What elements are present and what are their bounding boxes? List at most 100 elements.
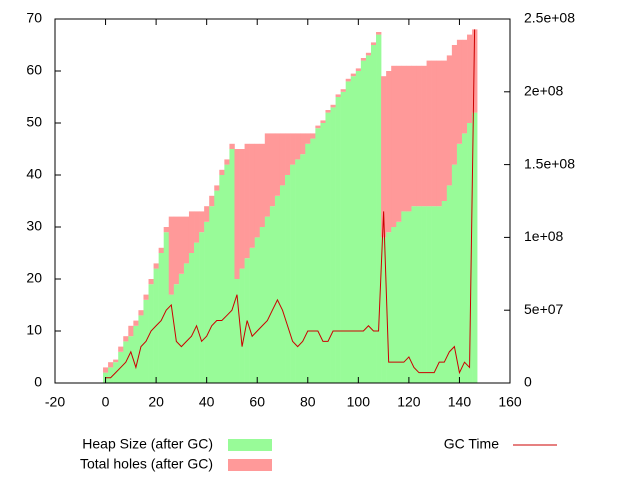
bar	[360, 60, 367, 383]
bar	[133, 325, 139, 383]
y-tick-label: 30	[26, 218, 42, 234]
bar	[123, 336, 129, 342]
x-tick-label: 100	[347, 394, 371, 410]
bar	[158, 247, 164, 253]
bar	[209, 195, 215, 207]
bar	[285, 175, 291, 383]
x-tick-label: 60	[249, 394, 265, 410]
bar	[461, 39, 468, 134]
bar	[456, 39, 463, 144]
bar	[472, 29, 478, 113]
bar	[249, 143, 255, 248]
y2-tick-label: 0	[524, 374, 532, 390]
bar	[229, 143, 235, 149]
x-tick-label: 160	[498, 394, 522, 410]
bar	[194, 242, 200, 383]
y2-tick-label: 1e+08	[524, 228, 564, 244]
bar	[446, 55, 453, 186]
bar	[431, 206, 437, 383]
bar	[224, 164, 230, 383]
bar	[300, 154, 306, 383]
bar	[138, 315, 144, 383]
bar	[188, 253, 195, 383]
bar	[254, 237, 261, 383]
x-tick-label: 20	[148, 394, 164, 410]
bar	[370, 42, 377, 45]
bar	[305, 133, 311, 144]
bar	[305, 143, 311, 383]
bar	[350, 76, 357, 383]
bar	[320, 123, 326, 383]
legend-label: Heap Size (after GC)	[82, 436, 213, 452]
bar	[467, 34, 473, 123]
bar	[183, 263, 190, 383]
bar	[199, 232, 205, 383]
bar	[163, 227, 170, 233]
bar	[264, 133, 271, 217]
bar	[229, 149, 235, 383]
bar	[411, 65, 417, 207]
bar	[118, 346, 124, 352]
bar	[461, 133, 468, 383]
bar	[249, 247, 255, 383]
line	[105, 29, 476, 379]
bar	[204, 221, 210, 383]
bar	[209, 206, 215, 383]
bar	[467, 123, 473, 383]
bar	[128, 325, 134, 337]
bar	[295, 159, 301, 383]
bar	[325, 112, 331, 383]
bar	[244, 143, 250, 259]
bar	[168, 216, 175, 295]
bar	[310, 133, 316, 139]
x-tick-label: -20	[45, 394, 65, 410]
bar	[426, 206, 432, 383]
bar	[381, 76, 387, 238]
bar	[472, 112, 478, 383]
bar	[108, 362, 114, 368]
bar	[355, 71, 362, 383]
bar	[315, 128, 321, 383]
bar	[345, 78, 352, 82]
bar	[178, 273, 185, 383]
bar	[274, 195, 281, 383]
bar	[406, 211, 412, 383]
bar	[416, 65, 422, 207]
bar	[355, 68, 362, 71]
bar	[441, 201, 448, 383]
bar	[401, 65, 407, 212]
bar	[290, 164, 296, 383]
y-tick-label: 70	[26, 10, 42, 26]
bar	[406, 65, 412, 212]
bar	[401, 211, 407, 383]
bar	[183, 216, 190, 264]
bar	[446, 185, 453, 383]
bar	[224, 159, 230, 165]
bar	[138, 310, 144, 316]
bar	[214, 190, 220, 383]
bar	[108, 367, 114, 383]
bar	[391, 227, 397, 383]
bar	[173, 216, 180, 285]
bar	[411, 206, 417, 383]
bar	[315, 125, 321, 129]
bar	[376, 32, 382, 35]
bar	[259, 227, 266, 383]
bar	[204, 206, 210, 222]
y-tick-label: 20	[26, 270, 42, 286]
bar	[173, 284, 180, 383]
bar	[340, 91, 346, 384]
bar	[285, 133, 291, 175]
bar	[219, 169, 225, 175]
axes: -20 0 20 40 60 80 100 120 140 1600102030405060700…	[26, 10, 575, 410]
bar	[421, 65, 427, 207]
bar	[421, 206, 427, 383]
x-tick-label: 140	[448, 394, 472, 410]
y-tick-label: 40	[26, 166, 42, 182]
bar	[365, 52, 372, 56]
bar	[264, 216, 271, 383]
bar	[128, 336, 134, 383]
x-tick-label: 0	[102, 394, 110, 410]
bar	[320, 120, 326, 123]
bar	[269, 133, 276, 207]
